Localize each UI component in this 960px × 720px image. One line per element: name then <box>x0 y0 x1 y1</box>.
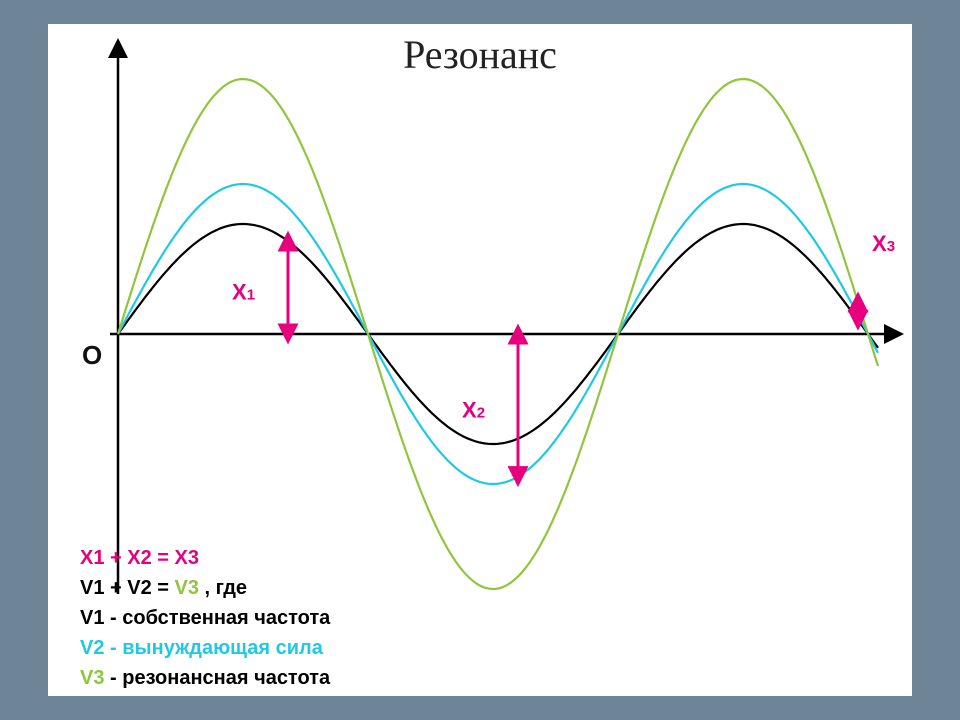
amp-label-x2: X2 <box>462 397 485 422</box>
legend-row-2: V1 - собственная частота <box>80 607 331 629</box>
page-background: Резонанс O X1 X2 X3 X1 + X2 = X3 V1 + V2 = V… <box>0 0 960 720</box>
legend-row-3: V2 - вынуждающая сила <box>80 637 324 659</box>
legend-row-0: X1 + X2 = X3 <box>80 547 199 569</box>
resonance-chart: Резонанс O X1 X2 X3 X1 + X2 = X3 V1 + V2 = V… <box>48 24 912 696</box>
amp-label-x1: X1 <box>232 280 255 305</box>
chart-title: Резонанс <box>403 32 557 77</box>
origin-label: O <box>82 340 102 370</box>
chart-card: Резонанс O X1 X2 X3 X1 + X2 = X3 V1 + V2 = V… <box>48 24 912 696</box>
plot-area: O X1 X2 X3 <box>82 42 900 594</box>
legend-row-4: V3 - резонансная частота <box>80 667 331 689</box>
legend: X1 + X2 = X3 V1 + V2 = V3 , где V1 - собст… <box>80 547 331 689</box>
amp-label-x3: X3 <box>872 231 895 256</box>
legend-row-1: V1 + V2 = V3 , где <box>80 577 247 599</box>
